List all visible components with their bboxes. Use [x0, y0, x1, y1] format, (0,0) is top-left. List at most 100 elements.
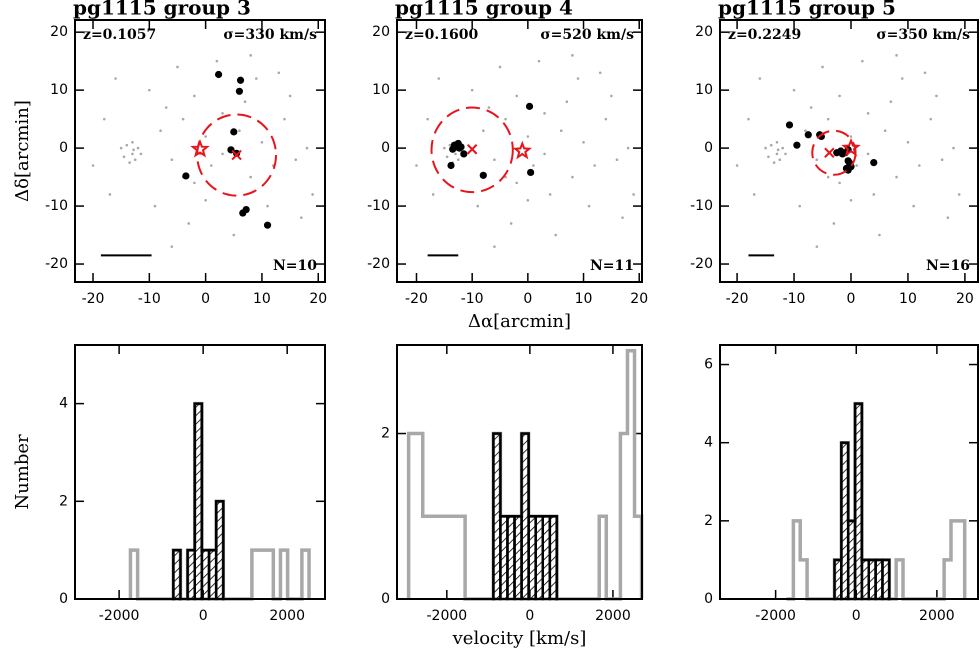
point — [170, 158, 174, 161]
x-tick-label: 2000 — [595, 608, 631, 624]
point — [778, 158, 782, 161]
point — [122, 155, 126, 159]
y-tick-label: -20 — [367, 256, 390, 272]
point — [784, 152, 787, 156]
point — [209, 164, 213, 167]
point — [866, 152, 870, 156]
annotation: z=0.2249 — [728, 27, 801, 43]
point — [526, 135, 530, 138]
point — [482, 129, 485, 133]
point — [870, 158, 878, 167]
point — [193, 94, 196, 98]
x-tick-label: 0 — [523, 291, 532, 307]
x-axis-label: velocity [km/s] — [452, 628, 587, 649]
point — [571, 54, 574, 57]
point — [102, 117, 106, 121]
point — [415, 164, 418, 167]
y-tick-label: 20 — [695, 24, 713, 40]
x-tick-label: 10 — [253, 291, 271, 307]
point — [300, 216, 303, 219]
point — [108, 193, 112, 196]
point — [131, 152, 134, 156]
point — [952, 146, 955, 150]
point — [437, 77, 441, 80]
point — [91, 164, 95, 167]
point — [181, 117, 185, 121]
point — [752, 193, 756, 196]
point — [735, 164, 739, 167]
point — [128, 161, 131, 164]
point — [266, 204, 269, 208]
x-tick-label: 0 — [525, 608, 534, 624]
point — [215, 59, 219, 63]
point — [537, 59, 541, 63]
point — [249, 54, 252, 57]
x-tick-label: -10 — [461, 291, 484, 307]
x-axis-label: Δα[arcmin] — [468, 311, 571, 332]
point — [221, 152, 224, 156]
point — [929, 117, 933, 121]
y-tick-label: 10 — [50, 82, 68, 98]
x-tick-label: -20 — [405, 291, 428, 307]
point — [119, 146, 123, 150]
point — [283, 117, 286, 121]
point — [239, 209, 247, 217]
annotation: z=0.1057 — [83, 27, 156, 43]
panel-title: pg1115 group 4 — [395, 0, 573, 20]
x-tick-label: -20 — [82, 291, 105, 307]
point — [214, 70, 223, 79]
point — [230, 128, 238, 136]
point — [883, 129, 887, 133]
bcg-star — [841, 137, 861, 157]
x-tick-label: 0 — [201, 291, 210, 307]
point — [838, 150, 847, 158]
bcg-star — [512, 140, 533, 160]
point — [311, 193, 314, 196]
point — [260, 141, 264, 144]
point — [804, 131, 812, 139]
point — [912, 204, 915, 208]
y-tick-label: -20 — [690, 256, 713, 272]
plot-frame — [719, 19, 979, 283]
point — [598, 71, 602, 75]
point — [626, 146, 630, 150]
annotation: σ=520 km/s — [540, 27, 634, 43]
annotation: z=0.1600 — [405, 27, 479, 43]
point — [125, 143, 129, 147]
point — [855, 164, 858, 167]
point — [153, 204, 157, 208]
point — [767, 155, 770, 159]
point — [878, 233, 881, 237]
point — [447, 161, 455, 170]
point — [571, 175, 574, 179]
y-tick-label: 10 — [695, 82, 713, 98]
point — [940, 158, 944, 161]
point — [781, 146, 784, 150]
point — [243, 100, 247, 104]
point — [832, 222, 836, 225]
point — [610, 94, 613, 98]
point — [139, 152, 143, 156]
point — [498, 65, 502, 69]
histogram-bar — [881, 558, 891, 601]
group-radius — [430, 106, 514, 194]
plot-frame — [396, 19, 643, 283]
point — [776, 148, 780, 152]
point — [515, 94, 519, 98]
x-tick-label: -2000 — [755, 608, 796, 624]
point — [548, 193, 552, 196]
point — [838, 181, 841, 185]
point — [443, 146, 446, 150]
x-tick-label: -10 — [783, 291, 806, 307]
histogram-bar — [214, 500, 225, 601]
point — [448, 143, 452, 147]
x-tick-label: 2000 — [919, 608, 955, 624]
point — [525, 102, 534, 110]
x-tick-label: 10 — [899, 291, 917, 307]
x-tick-label: 0 — [847, 291, 856, 307]
x-tick-label: 20 — [630, 291, 648, 307]
point — [793, 141, 801, 149]
y-tick-label: -10 — [45, 198, 68, 214]
point — [815, 158, 819, 161]
point — [235, 87, 244, 95]
